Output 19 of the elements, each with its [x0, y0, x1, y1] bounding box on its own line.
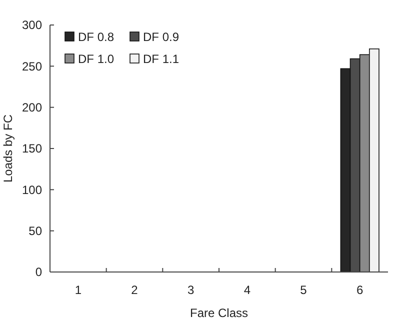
- y-tick-label: 250: [22, 59, 42, 74]
- legend-label: DF 1.1: [143, 52, 180, 66]
- y-tick-label: 0: [35, 265, 42, 280]
- y-tick-label: 200: [22, 100, 42, 115]
- legend-label: DF 0.9: [143, 30, 180, 44]
- x-tick-label: 2: [131, 283, 138, 297]
- y-axis-title: Loads by FC: [1, 114, 15, 183]
- x-axis-title: Fare Class: [190, 306, 248, 320]
- x-tick-label: 6: [356, 283, 364, 297]
- y-tick-label: 50: [28, 224, 42, 238]
- legend-label: DF 1.0: [78, 52, 114, 66]
- x-tick-label: 5: [300, 283, 308, 297]
- y-tick-label: 150: [22, 142, 42, 156]
- x-tick-label: 1: [74, 283, 82, 297]
- y-tick-label: 300: [22, 18, 42, 32]
- y-tick-label: 100: [22, 182, 42, 197]
- x-tick-label: 4: [244, 283, 251, 297]
- x-tick-label: 3: [187, 283, 194, 297]
- legend-label: DF 0.8: [78, 30, 114, 44]
